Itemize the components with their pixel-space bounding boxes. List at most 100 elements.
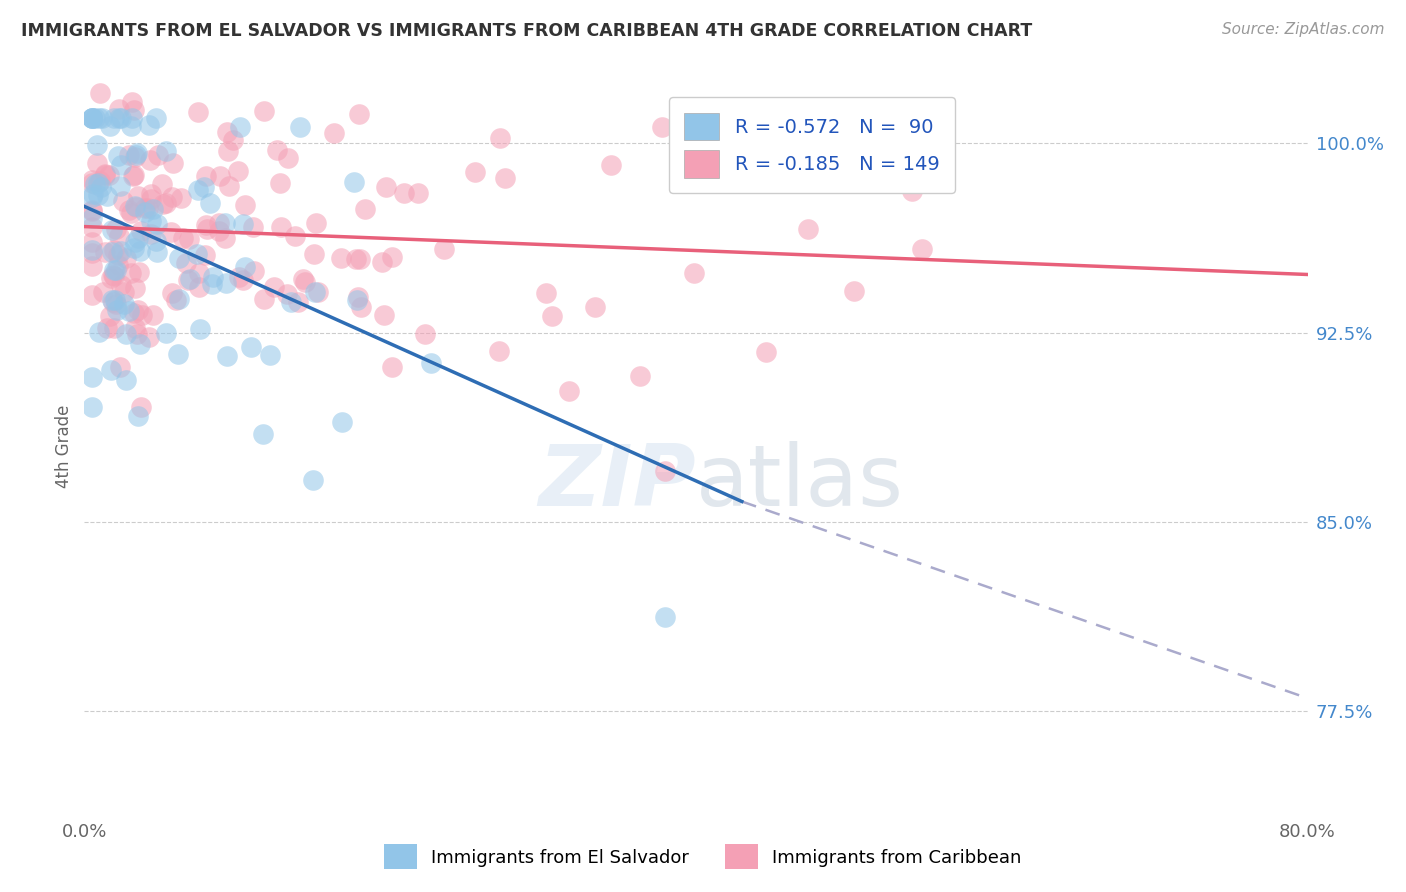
Point bbox=[228, 269, 250, 284]
Point bbox=[124, 241, 146, 255]
Point bbox=[217, 144, 239, 158]
Point bbox=[269, 176, 291, 190]
Point bbox=[276, 287, 298, 301]
Point bbox=[488, 343, 510, 358]
Y-axis label: 4th Grade: 4th Grade bbox=[55, 404, 73, 488]
Point bbox=[179, 272, 201, 286]
Text: ZIP: ZIP bbox=[538, 441, 696, 524]
Point bbox=[82, 235, 104, 249]
Point bbox=[242, 219, 264, 234]
Point bbox=[174, 256, 197, 270]
Legend: R = -0.572   N =  90, R = -0.185   N = 149: R = -0.572 N = 90, R = -0.185 N = 149 bbox=[669, 97, 955, 194]
Point bbox=[80, 243, 103, 257]
Point bbox=[96, 320, 118, 334]
Point bbox=[534, 285, 557, 300]
Point bbox=[122, 103, 145, 118]
Point bbox=[127, 231, 149, 245]
Point bbox=[152, 197, 174, 211]
Point bbox=[142, 308, 165, 322]
Point bbox=[128, 337, 150, 351]
Point bbox=[110, 278, 132, 293]
Point bbox=[233, 260, 256, 275]
Point bbox=[754, 344, 776, 359]
Point bbox=[86, 137, 108, 152]
Point bbox=[101, 223, 124, 237]
Point bbox=[215, 125, 238, 139]
Point bbox=[100, 362, 122, 376]
Point bbox=[373, 309, 395, 323]
Point bbox=[103, 243, 125, 257]
Point bbox=[654, 464, 676, 478]
Point bbox=[146, 244, 169, 259]
Point bbox=[215, 349, 238, 363]
Point bbox=[187, 104, 209, 119]
Point bbox=[80, 111, 103, 125]
Point bbox=[208, 216, 231, 230]
Point bbox=[124, 281, 146, 295]
Point bbox=[105, 263, 128, 277]
Point bbox=[349, 106, 371, 120]
Point bbox=[229, 120, 252, 135]
Point bbox=[105, 222, 128, 236]
Point bbox=[129, 224, 152, 238]
Point bbox=[94, 168, 117, 182]
Point bbox=[136, 201, 159, 215]
Point bbox=[179, 232, 201, 246]
Point bbox=[80, 370, 103, 384]
Point bbox=[218, 178, 240, 193]
Point bbox=[167, 292, 190, 306]
Point bbox=[138, 118, 160, 132]
Point bbox=[232, 273, 254, 287]
Point bbox=[100, 271, 122, 285]
Point bbox=[464, 165, 486, 179]
Point bbox=[103, 111, 125, 125]
Point bbox=[124, 320, 146, 334]
Text: atlas: atlas bbox=[696, 441, 904, 524]
Point bbox=[253, 293, 276, 307]
Point bbox=[80, 111, 103, 125]
Point bbox=[134, 201, 156, 215]
Point bbox=[94, 168, 117, 182]
Point bbox=[284, 229, 307, 244]
Point bbox=[127, 189, 149, 203]
Point bbox=[124, 150, 146, 164]
Point bbox=[288, 120, 311, 134]
Point bbox=[122, 168, 145, 182]
Point bbox=[188, 321, 211, 335]
Point bbox=[108, 178, 131, 193]
Point bbox=[162, 156, 184, 170]
Point bbox=[682, 266, 704, 280]
Point bbox=[489, 131, 512, 145]
Point bbox=[83, 111, 105, 125]
Point bbox=[100, 309, 122, 323]
Point bbox=[103, 269, 125, 284]
Point bbox=[98, 168, 121, 182]
Point bbox=[86, 176, 108, 190]
Point bbox=[155, 145, 177, 159]
Point bbox=[558, 384, 581, 398]
Point bbox=[108, 229, 131, 244]
Point bbox=[277, 151, 299, 165]
Point bbox=[354, 202, 377, 216]
Point bbox=[381, 360, 404, 375]
Point bbox=[100, 245, 122, 260]
Point bbox=[107, 259, 129, 273]
Point bbox=[118, 148, 141, 162]
Point bbox=[194, 218, 217, 232]
Point bbox=[84, 178, 107, 192]
Point bbox=[96, 189, 118, 203]
Point bbox=[121, 206, 143, 220]
Point bbox=[381, 250, 404, 264]
Point bbox=[128, 244, 150, 259]
Point bbox=[104, 293, 127, 307]
Point bbox=[94, 245, 117, 260]
Point bbox=[127, 409, 149, 424]
Point bbox=[433, 242, 456, 256]
Point bbox=[150, 177, 173, 191]
Point bbox=[177, 273, 200, 287]
Point bbox=[253, 104, 276, 119]
Point bbox=[115, 326, 138, 341]
Point bbox=[200, 196, 222, 211]
Point bbox=[87, 111, 110, 125]
Point bbox=[141, 192, 163, 206]
